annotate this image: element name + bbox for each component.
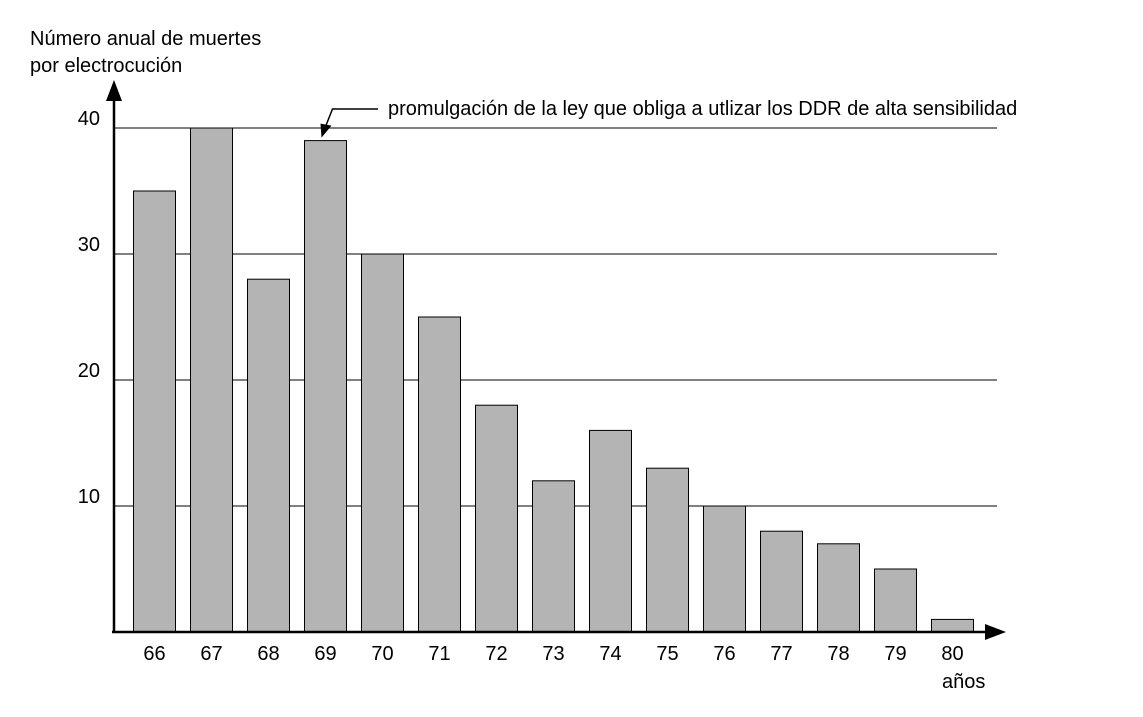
bar [703, 505, 746, 633]
bar [532, 480, 575, 633]
y-axis-arrow-icon [106, 80, 122, 101]
bar [646, 467, 689, 633]
gridlines [114, 127, 997, 507]
x-tick-label: 78 [827, 643, 849, 665]
y-tick-label: 20 [78, 360, 100, 382]
y-axis-label-line-1: Número anual de muertes [30, 28, 261, 50]
x-tick-label: 69 [314, 643, 336, 665]
bar [589, 429, 632, 633]
bar [817, 543, 860, 633]
x-axis-label: años [942, 671, 985, 693]
annotation-arrow-icon [320, 123, 332, 138]
y-tick-label: 30 [78, 234, 100, 256]
x-tick-label: 71 [428, 643, 450, 665]
y-tick-label: 40 [78, 108, 100, 130]
x-tick-label: 80 [941, 643, 963, 665]
x-tick-label: 70 [371, 643, 393, 665]
x-tick-label: 66 [143, 643, 165, 665]
x-tick-label: 72 [485, 643, 507, 665]
bar [874, 568, 917, 633]
y-tick-labels: 10 20 30 40 [78, 108, 100, 508]
x-axis-arrow-icon [985, 624, 1006, 640]
annotation: promulgación de la ley que obliga a utli… [320, 98, 1017, 138]
bar [418, 316, 461, 633]
y-axis-label-line-2: por electrocución [30, 55, 182, 77]
bar [190, 127, 233, 633]
x-tick-label: 73 [542, 643, 564, 665]
x-tick-label: 68 [257, 643, 279, 665]
x-tick-labels: 66 67 68 69 70 71 72 73 74 75 76 77 78 79 80 [143, 643, 963, 665]
axes [106, 80, 1006, 640]
annotation-text: promulgación de la ley que obliga a utli… [388, 98, 1017, 120]
x-tick-label: 67 [200, 643, 222, 665]
bar [760, 530, 803, 633]
x-tick-label: 76 [713, 643, 735, 665]
x-tick-label: 77 [770, 643, 792, 665]
y-tick-label: 10 [78, 486, 100, 508]
x-tick-label: 74 [599, 643, 621, 665]
bar [247, 278, 290, 633]
bars [133, 127, 974, 633]
bar [304, 140, 347, 633]
bar [133, 190, 176, 633]
x-tick-label: 79 [884, 643, 906, 665]
bar [475, 404, 518, 633]
annotation-leader-line [324, 108, 378, 127]
x-tick-label: 75 [656, 643, 678, 665]
bar [361, 253, 404, 633]
bar [931, 618, 974, 633]
